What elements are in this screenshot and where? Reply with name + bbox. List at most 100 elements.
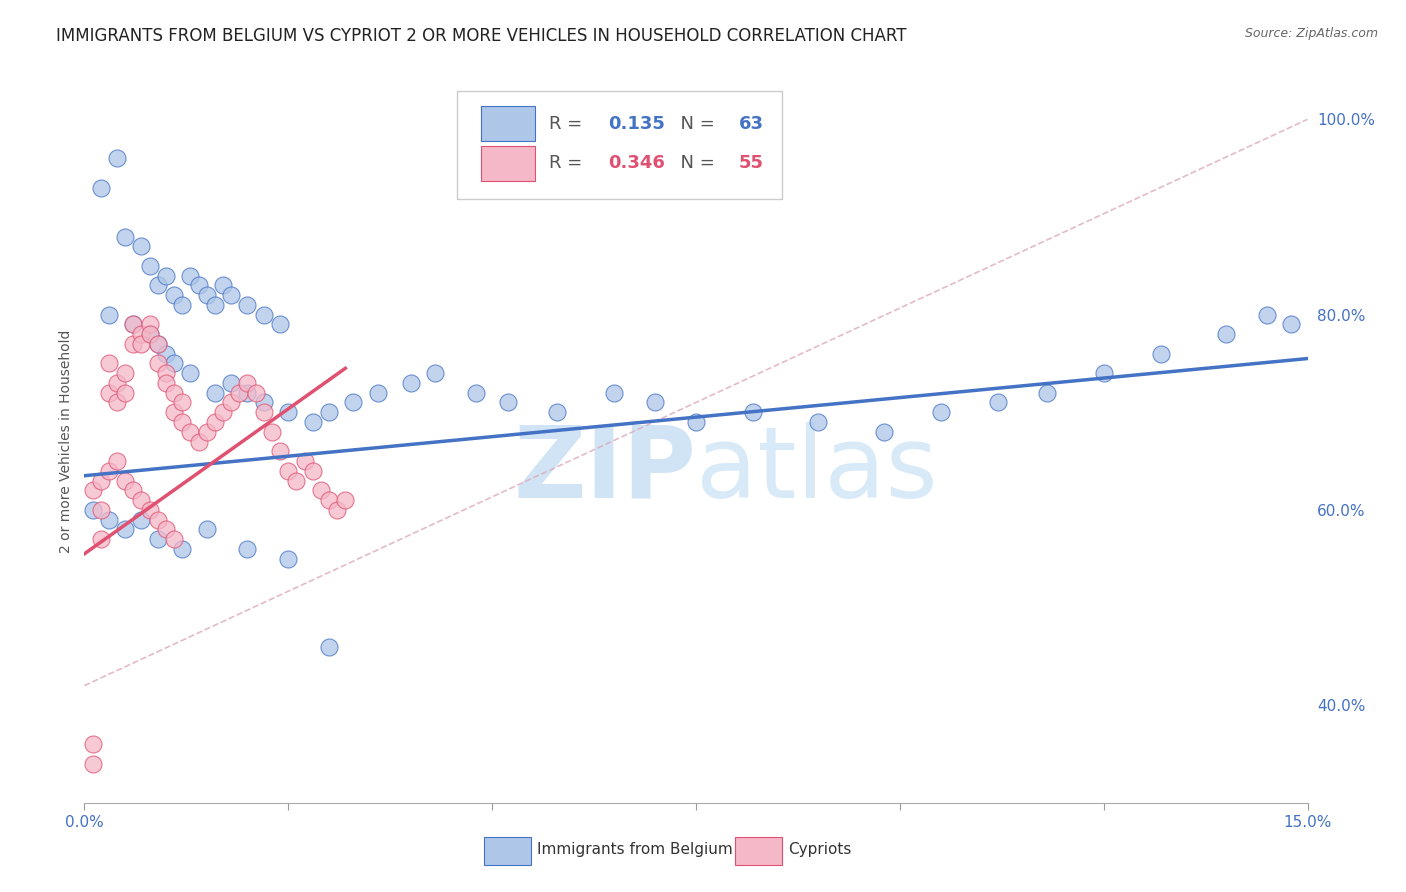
Point: [1256, 308, 1278, 322]
Point: [105, 376, 128, 390]
Point: [228, 385, 250, 400]
Point: [90, 503, 112, 517]
Point: [253, 395, 276, 409]
Point: [131, 239, 153, 253]
Point: [301, 415, 323, 429]
Point: [195, 523, 218, 537]
Point: [464, 385, 486, 400]
Point: [155, 523, 177, 537]
Point: [172, 395, 194, 409]
Point: [105, 395, 128, 409]
Point: [97, 356, 120, 370]
Point: [155, 376, 177, 390]
Point: [195, 288, 218, 302]
Point: [146, 356, 169, 370]
Point: [219, 395, 242, 409]
Point: [131, 337, 153, 351]
Text: Source: ZipAtlas.com: Source: ZipAtlas.com: [1244, 27, 1378, 40]
Point: [399, 376, 422, 390]
Point: [122, 337, 145, 351]
Text: Cypriots: Cypriots: [787, 842, 851, 857]
Point: [603, 385, 626, 400]
Point: [294, 454, 316, 468]
Point: [644, 395, 666, 409]
Point: [1215, 327, 1237, 342]
Point: [285, 474, 308, 488]
Point: [1279, 318, 1302, 332]
Point: [301, 464, 323, 478]
Point: [163, 288, 186, 302]
Point: [236, 385, 259, 400]
Point: [546, 405, 568, 419]
Point: [97, 385, 120, 400]
Point: [163, 356, 186, 370]
Point: [318, 405, 340, 419]
Point: [105, 454, 128, 468]
Point: [122, 318, 145, 332]
Point: [187, 278, 209, 293]
FancyBboxPatch shape: [484, 838, 531, 865]
Point: [204, 298, 226, 312]
Point: [219, 376, 242, 390]
Point: [179, 366, 201, 380]
Point: [187, 434, 209, 449]
Point: [318, 493, 340, 508]
Text: 55: 55: [738, 154, 763, 172]
Point: [155, 268, 177, 283]
Point: [335, 493, 357, 508]
Point: [172, 541, 194, 556]
Point: [685, 415, 707, 429]
Point: [277, 405, 299, 419]
Point: [212, 278, 235, 293]
Point: [131, 493, 153, 508]
Point: [236, 376, 259, 390]
Point: [277, 551, 299, 566]
Point: [122, 483, 145, 498]
Point: [138, 327, 160, 342]
Point: [1092, 366, 1115, 380]
Point: [138, 259, 160, 273]
Point: [253, 308, 276, 322]
Point: [131, 513, 153, 527]
Point: [82, 737, 104, 751]
FancyBboxPatch shape: [481, 106, 534, 141]
Y-axis label: 2 or more Vehicles in Household: 2 or more Vehicles in Household: [59, 330, 73, 553]
Point: [269, 318, 291, 332]
Point: [987, 395, 1010, 409]
Text: 0.135: 0.135: [607, 115, 665, 133]
Point: [179, 425, 201, 439]
Point: [807, 415, 830, 429]
Point: [163, 532, 186, 546]
Point: [367, 385, 389, 400]
Point: [212, 405, 235, 419]
Text: R =: R =: [550, 154, 588, 172]
Point: [172, 415, 194, 429]
Point: [131, 327, 153, 342]
Point: [114, 229, 136, 244]
Point: [146, 278, 169, 293]
Point: [163, 405, 186, 419]
Point: [82, 483, 104, 498]
Point: [90, 180, 112, 194]
Point: [204, 415, 226, 429]
Point: [146, 532, 169, 546]
Point: [423, 366, 446, 380]
Point: [146, 337, 169, 351]
Point: [195, 425, 218, 439]
Point: [97, 513, 120, 527]
Point: [97, 464, 120, 478]
Point: [277, 464, 299, 478]
Text: R =: R =: [550, 115, 588, 133]
Point: [342, 395, 364, 409]
Point: [105, 152, 128, 166]
FancyBboxPatch shape: [457, 91, 782, 200]
Text: atlas: atlas: [696, 422, 938, 519]
Text: N =: N =: [669, 154, 720, 172]
Point: [155, 366, 177, 380]
Text: IMMIGRANTS FROM BELGIUM VS CYPRIOT 2 OR MORE VEHICLES IN HOUSEHOLD CORRELATION C: IMMIGRANTS FROM BELGIUM VS CYPRIOT 2 OR …: [56, 27, 907, 45]
FancyBboxPatch shape: [481, 146, 534, 181]
Point: [236, 541, 259, 556]
Text: 0.346: 0.346: [607, 154, 665, 172]
Point: [163, 385, 186, 400]
Point: [318, 640, 340, 654]
